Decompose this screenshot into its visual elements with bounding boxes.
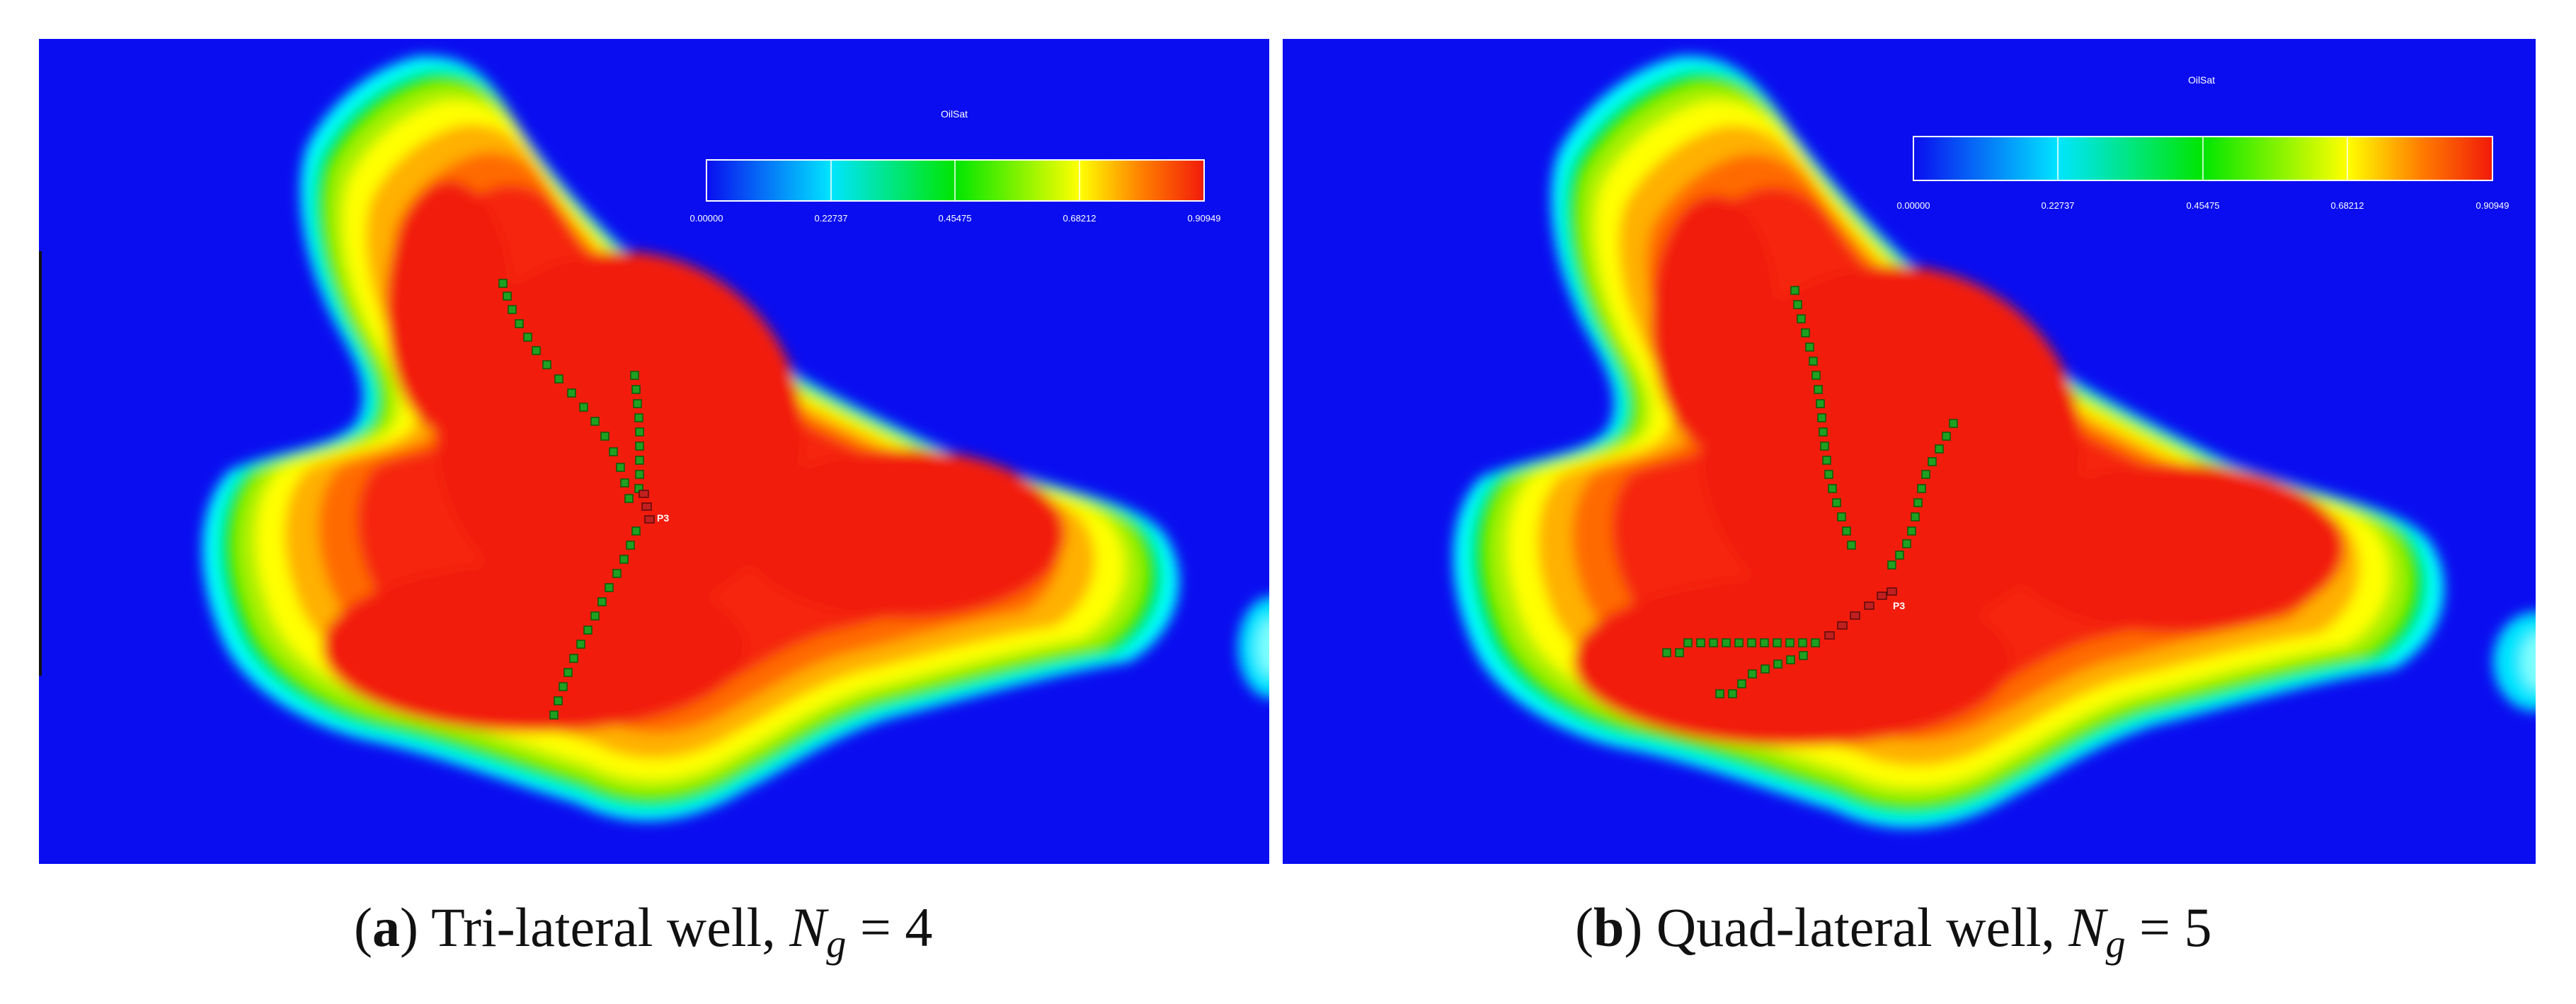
heel-segments <box>639 490 655 524</box>
lateral-1 <box>1790 286 1856 550</box>
caption-symbol: N <box>789 896 827 958</box>
caption-label: b <box>1593 896 1625 958</box>
colorbar-tick-0: 0.00000 <box>690 213 723 224</box>
lateral-1 <box>498 279 634 503</box>
caption-value: = 5 <box>2125 896 2212 958</box>
heel-segments <box>1824 587 1897 640</box>
lateral-2 <box>630 371 644 493</box>
colorbar-tick-2: 0.45475 <box>2187 200 2220 211</box>
colorbar-tick-3: 0.68212 <box>2331 200 2364 211</box>
colorbar-tick-2: 0.45475 <box>939 213 972 224</box>
saturation-map-panel-b: OilSat 0.00000 0.22737 0.45475 0.68212 0… <box>1283 39 2536 864</box>
colorbar-tick-0: 0.00000 <box>1897 200 1930 211</box>
well-label: P3 <box>1893 600 1905 611</box>
caption-label: a <box>372 896 400 958</box>
saturation-map-panel-a: OilSat 0.00000 0.22737 0.45475 0.68212 0… <box>39 39 1269 864</box>
caption-symbol: N <box>2068 896 2106 958</box>
colorbar-title: OilSat <box>2188 74 2215 86</box>
multilateral-well: P3 <box>1662 286 1958 698</box>
cyan-blob <box>1238 596 1269 698</box>
caption-panel-b: (b) Quad-lateral well, Ng = 5 <box>1575 896 2212 967</box>
colorbar-tick-4: 0.90949 <box>1188 213 1221 224</box>
left-edge-artifact <box>39 251 42 676</box>
multilateral-well: P3 <box>498 279 669 720</box>
lateral-2 <box>1887 419 1958 570</box>
lateral-3 <box>1662 638 1820 657</box>
caption-value: = 4 <box>846 896 933 958</box>
oil-saturation-field <box>1453 56 2444 828</box>
colorbar-tick-3: 0.68212 <box>1063 213 1097 224</box>
colorbar: OilSat 0.00000 0.22737 0.45475 0.68212 0… <box>690 108 1221 224</box>
colorbar-tick-1: 0.22737 <box>815 213 848 224</box>
colorbar-tick-4: 0.90949 <box>2476 200 2509 211</box>
colorbar-title: OilSat <box>941 108 968 120</box>
caption-title: Quad-lateral well, <box>1656 896 2069 958</box>
caption-panel-a: (a) Tri-lateral well, Ng = 4 <box>354 896 933 967</box>
caption-subscript: g <box>2105 922 2126 967</box>
caption-title: Tri-lateral well, <box>431 896 790 958</box>
caption-subscript: g <box>826 922 847 967</box>
lateral-3 <box>549 526 641 720</box>
lateral-4 <box>1715 651 1808 698</box>
colorbar: OilSat 0.00000 0.22737 0.45475 0.68212 0… <box>1897 74 2509 211</box>
cyan-blob <box>2493 612 2536 711</box>
well-label: P3 <box>657 512 669 524</box>
colorbar-tick-1: 0.22737 <box>2042 200 2075 211</box>
